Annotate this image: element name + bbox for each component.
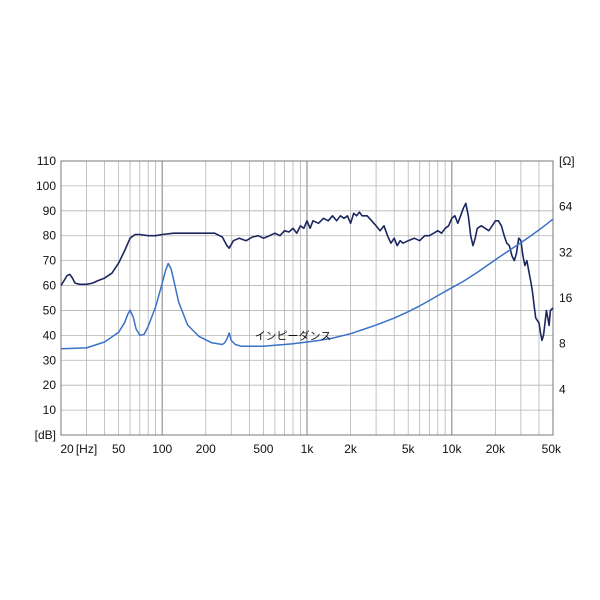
x-tick-label: 20k [486,442,506,456]
y-left-tick-label: 10 [43,403,57,417]
x-tick-label: 5k [402,442,416,456]
y-left-tick-label: 60 [43,279,57,293]
x-tick-label: 100 [152,442,172,456]
y-left-tick-label: 70 [43,254,57,268]
x-tick-label: 2k [344,442,358,456]
y-left-tick-label: 100 [36,179,56,193]
x-tick-label: 1k [301,442,315,456]
grid [60,160,554,436]
tick-labels: 110 100 90 80 70 60 50 40 30 20 10 [dB] [Ω] 64 32 16 8 4 2… [35,154,575,456]
y-right-tick-label: 16 [559,291,573,305]
y-right-tick-label: 4 [559,382,566,396]
x-tick-label: 200 [196,442,216,456]
y-left-tick-label: 30 [43,353,57,367]
y-left-tick-label: 20 [43,378,57,392]
x-tick-label: 50k [542,442,562,456]
y-right-tick-label: 8 [559,337,566,351]
spl-line [60,202,554,342]
x-tick-label: 50 [112,442,126,456]
plot-frame [60,160,554,436]
x-tick-label: 20 [60,442,74,456]
impedance-line [60,218,554,350]
y-left-tick-label: 50 [43,303,57,317]
y-left-tick-label: 40 [43,328,57,342]
y-left-tick-label: 90 [43,204,57,218]
impedance-annotation: インピーダンス [255,328,332,342]
y-left-tick-label: 80 [43,229,57,243]
x-tick-label: 10k [442,442,462,456]
y-right-tick-label: 64 [559,200,573,214]
y-left-tick-label: [dB] [35,428,56,442]
x-tick-label: 500 [253,442,273,456]
series-layer [60,202,554,350]
y-right-tick-label: [Ω] [559,154,575,168]
y-left-tick-label: 110 [37,154,56,168]
x-tick-label: [Hz] [76,442,97,456]
y-right-tick-label: 32 [559,245,573,259]
